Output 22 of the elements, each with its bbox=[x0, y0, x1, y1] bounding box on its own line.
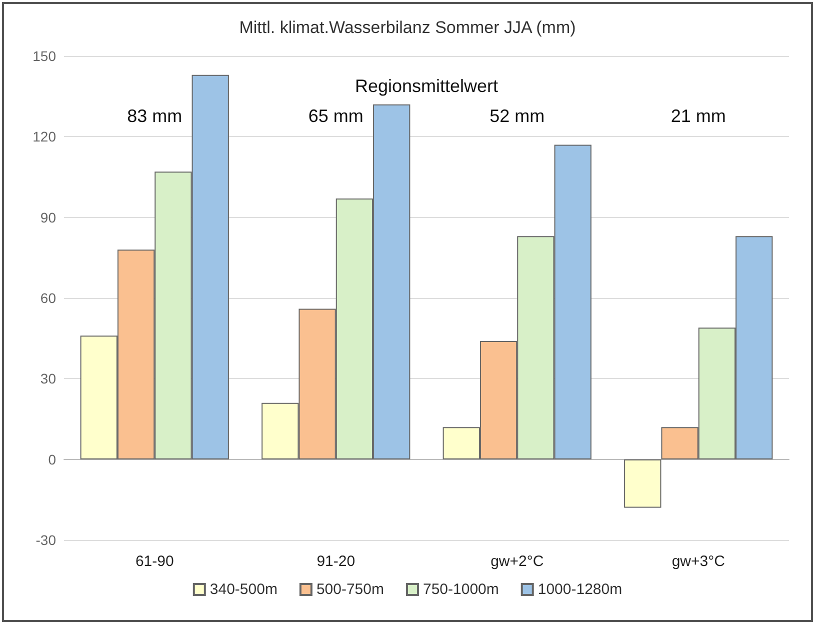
x-tick-label: 61-90 bbox=[135, 553, 174, 570]
y-tick-label: 0 bbox=[48, 451, 56, 468]
annotation: 65 mm bbox=[308, 106, 364, 126]
legend-label: 750-1000m bbox=[422, 581, 499, 598]
x-tick-label: gw+3°C bbox=[672, 553, 726, 570]
y-tick-label: 90 bbox=[40, 209, 56, 226]
annotation: 21 mm bbox=[670, 106, 726, 126]
y-tick-label: 150 bbox=[32, 48, 56, 64]
legend-label: 1000-1280m bbox=[538, 581, 622, 598]
annotation: 83 mm bbox=[127, 106, 182, 126]
y-tick-label: 30 bbox=[40, 370, 56, 387]
bar bbox=[624, 459, 662, 508]
annotation: 52 mm bbox=[490, 106, 545, 126]
x-tick-label: 91-20 bbox=[316, 553, 356, 570]
y-tick-label: 120 bbox=[32, 128, 56, 145]
chart-title: Mittl. klimat.Wasserbilanz Sommer JJA (mm) bbox=[239, 18, 576, 37]
y-tick-label: 60 bbox=[40, 290, 56, 306]
legend-label: 340-500m bbox=[210, 581, 278, 598]
legend-label: 500-750m bbox=[316, 581, 384, 598]
x-tick-label: gw+2°C bbox=[490, 553, 544, 570]
annotation: Regionsmittelwert bbox=[354, 76, 498, 96]
y-tick-label: -30 bbox=[36, 532, 56, 548]
